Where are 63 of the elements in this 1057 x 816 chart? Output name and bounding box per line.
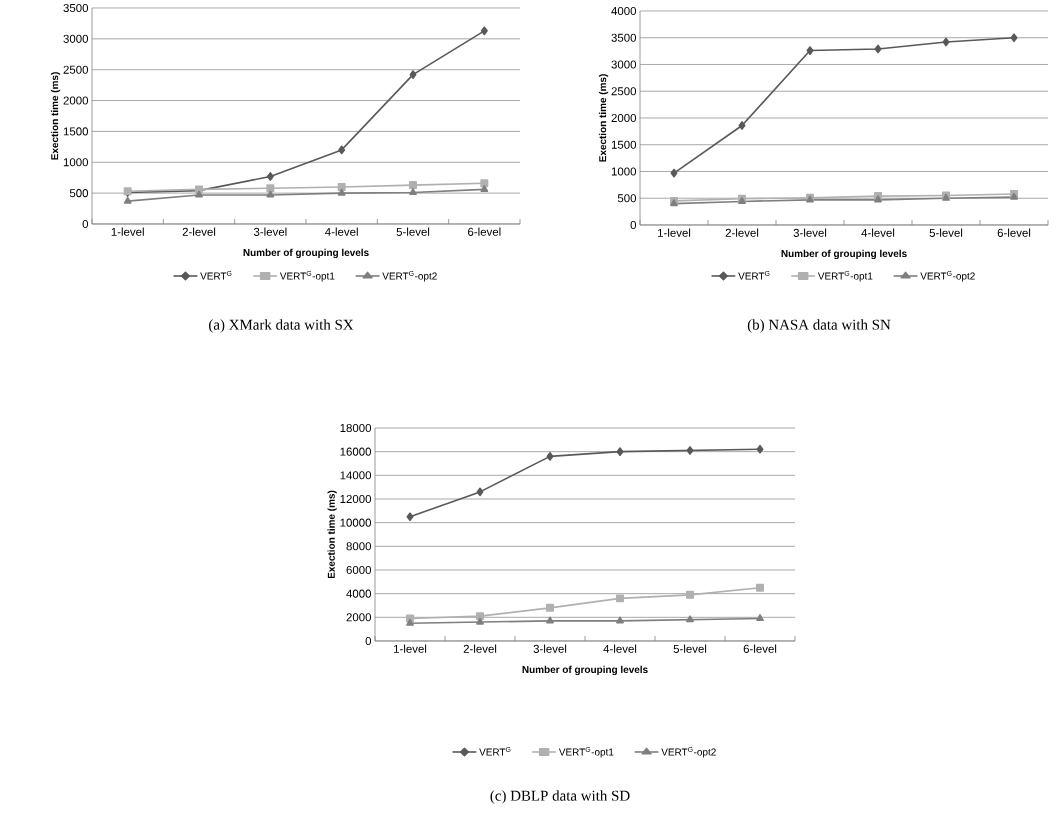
legend-label: VERT$^{G}$	[479, 747, 511, 756]
x-tick-label: 5-level	[929, 228, 963, 237]
y-tick-label: 1000	[63, 158, 89, 167]
y-tick-label: 3500	[611, 33, 637, 42]
y-tick-label: 12000	[340, 494, 372, 504]
x-tick-label: 3-level	[253, 227, 287, 236]
y-tick-label: 500	[617, 194, 637, 203]
x-tick-label: 3-level	[793, 228, 827, 237]
y-tick-label: 4000	[611, 6, 637, 16]
y-tick-label: 2000	[611, 113, 637, 123]
x-tick-label: 2-level	[182, 227, 216, 236]
y-tick-label: 3000	[63, 34, 89, 43]
x-tick-label: 3-level	[533, 644, 567, 653]
y-tick-label: 10000	[340, 518, 372, 527]
x-tick-label: 4-level	[603, 644, 637, 653]
legend-label: VERT$^{G}$-opt2	[920, 271, 975, 282]
x-tick-label: 6-level	[997, 228, 1031, 237]
x-tick-label: 2-level	[725, 228, 759, 237]
y-tick-label: 14000	[340, 471, 372, 480]
y-tick-label: 8000	[346, 542, 372, 551]
x-tick-label: 4-level	[861, 228, 895, 237]
y-tick-label: 1500	[611, 140, 637, 149]
y-tick-label: 2000	[346, 613, 372, 622]
x-tick-label: 1-level	[111, 227, 144, 236]
legend-label: VERT$^{G}$-opt1	[279, 271, 335, 282]
y-tick-label: 0	[630, 220, 637, 230]
y-axis-title: Exection time (ms)	[327, 490, 337, 579]
y-tick-label: 0	[82, 219, 89, 229]
y-tick-label: 2000	[63, 96, 89, 105]
y-tick-label: 16000	[340, 447, 372, 456]
x-tick-label: 1-level	[394, 644, 427, 653]
y-tick-label: 1500	[63, 127, 89, 136]
legend-label: VERT$^{G}$-opt1	[817, 271, 873, 282]
text: (a) XMark data with SX	[209, 319, 354, 333]
y-tick-label: 18000	[340, 423, 372, 433]
x-axis-title: Number of grouping levels	[781, 249, 907, 260]
legend-label: VERT$^{G}$-opt2	[661, 747, 716, 758]
x-axis-title: Number of grouping levels	[522, 665, 648, 676]
y-tick-label: 0	[365, 636, 372, 646]
x-tick-label: 5-level	[673, 644, 707, 653]
y-tick-label: 3500	[63, 3, 89, 13]
legend-label: VERT$^{G}$	[738, 271, 770, 280]
legend-label: VERT$^{G}$-opt2	[382, 271, 437, 282]
x-tick-label: 4-level	[325, 227, 358, 236]
y-tick-label: 6000	[346, 565, 372, 575]
x-tick-label: 6-level	[743, 644, 777, 653]
x-tick-label: 1-level	[658, 228, 691, 237]
y-tick-label: 4000	[346, 589, 372, 598]
text: (c) DBLP data with SD	[490, 790, 630, 804]
y-tick-label: 3000	[611, 60, 637, 69]
y-tick-label: 2500	[611, 87, 637, 96]
y-tick-label: 2500	[63, 65, 89, 74]
legend-label: VERT$^{G}$	[200, 271, 232, 280]
y-axis-title: Exection time (ms)	[598, 74, 609, 162]
text: (b) NASA data with SN	[747, 319, 891, 333]
x-tick-label: 2-level	[463, 644, 497, 653]
x-tick-label: 5-level	[396, 227, 430, 236]
legend-label: VERT$^{G}$-opt1	[558, 747, 614, 758]
y-axis-title: Exection time (ms)	[50, 72, 61, 160]
x-axis-title: Number of grouping levels	[243, 248, 369, 259]
y-tick-label: 500	[69, 189, 89, 198]
y-tick-label: 1000	[611, 167, 637, 176]
x-tick-label: 6-level	[468, 227, 501, 236]
